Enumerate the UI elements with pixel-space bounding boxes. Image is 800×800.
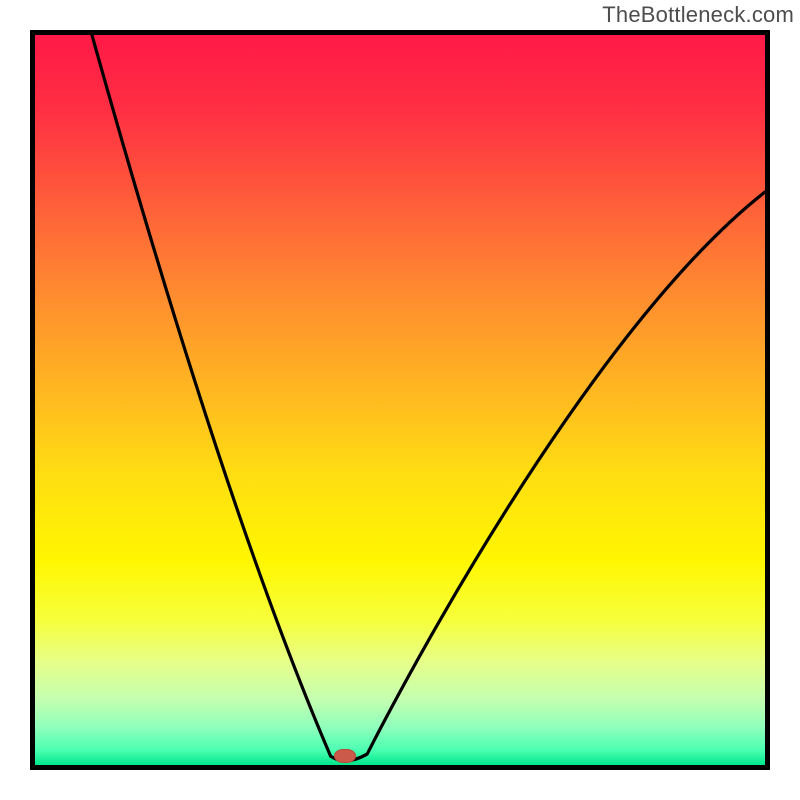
plot-area [35,35,765,765]
bottleneck-curve [35,35,765,765]
watermark-text: TheBottleneck.com [602,2,794,28]
chart-frame [30,30,770,770]
chart-container: TheBottleneck.com [0,0,800,800]
optimum-marker [334,749,356,763]
